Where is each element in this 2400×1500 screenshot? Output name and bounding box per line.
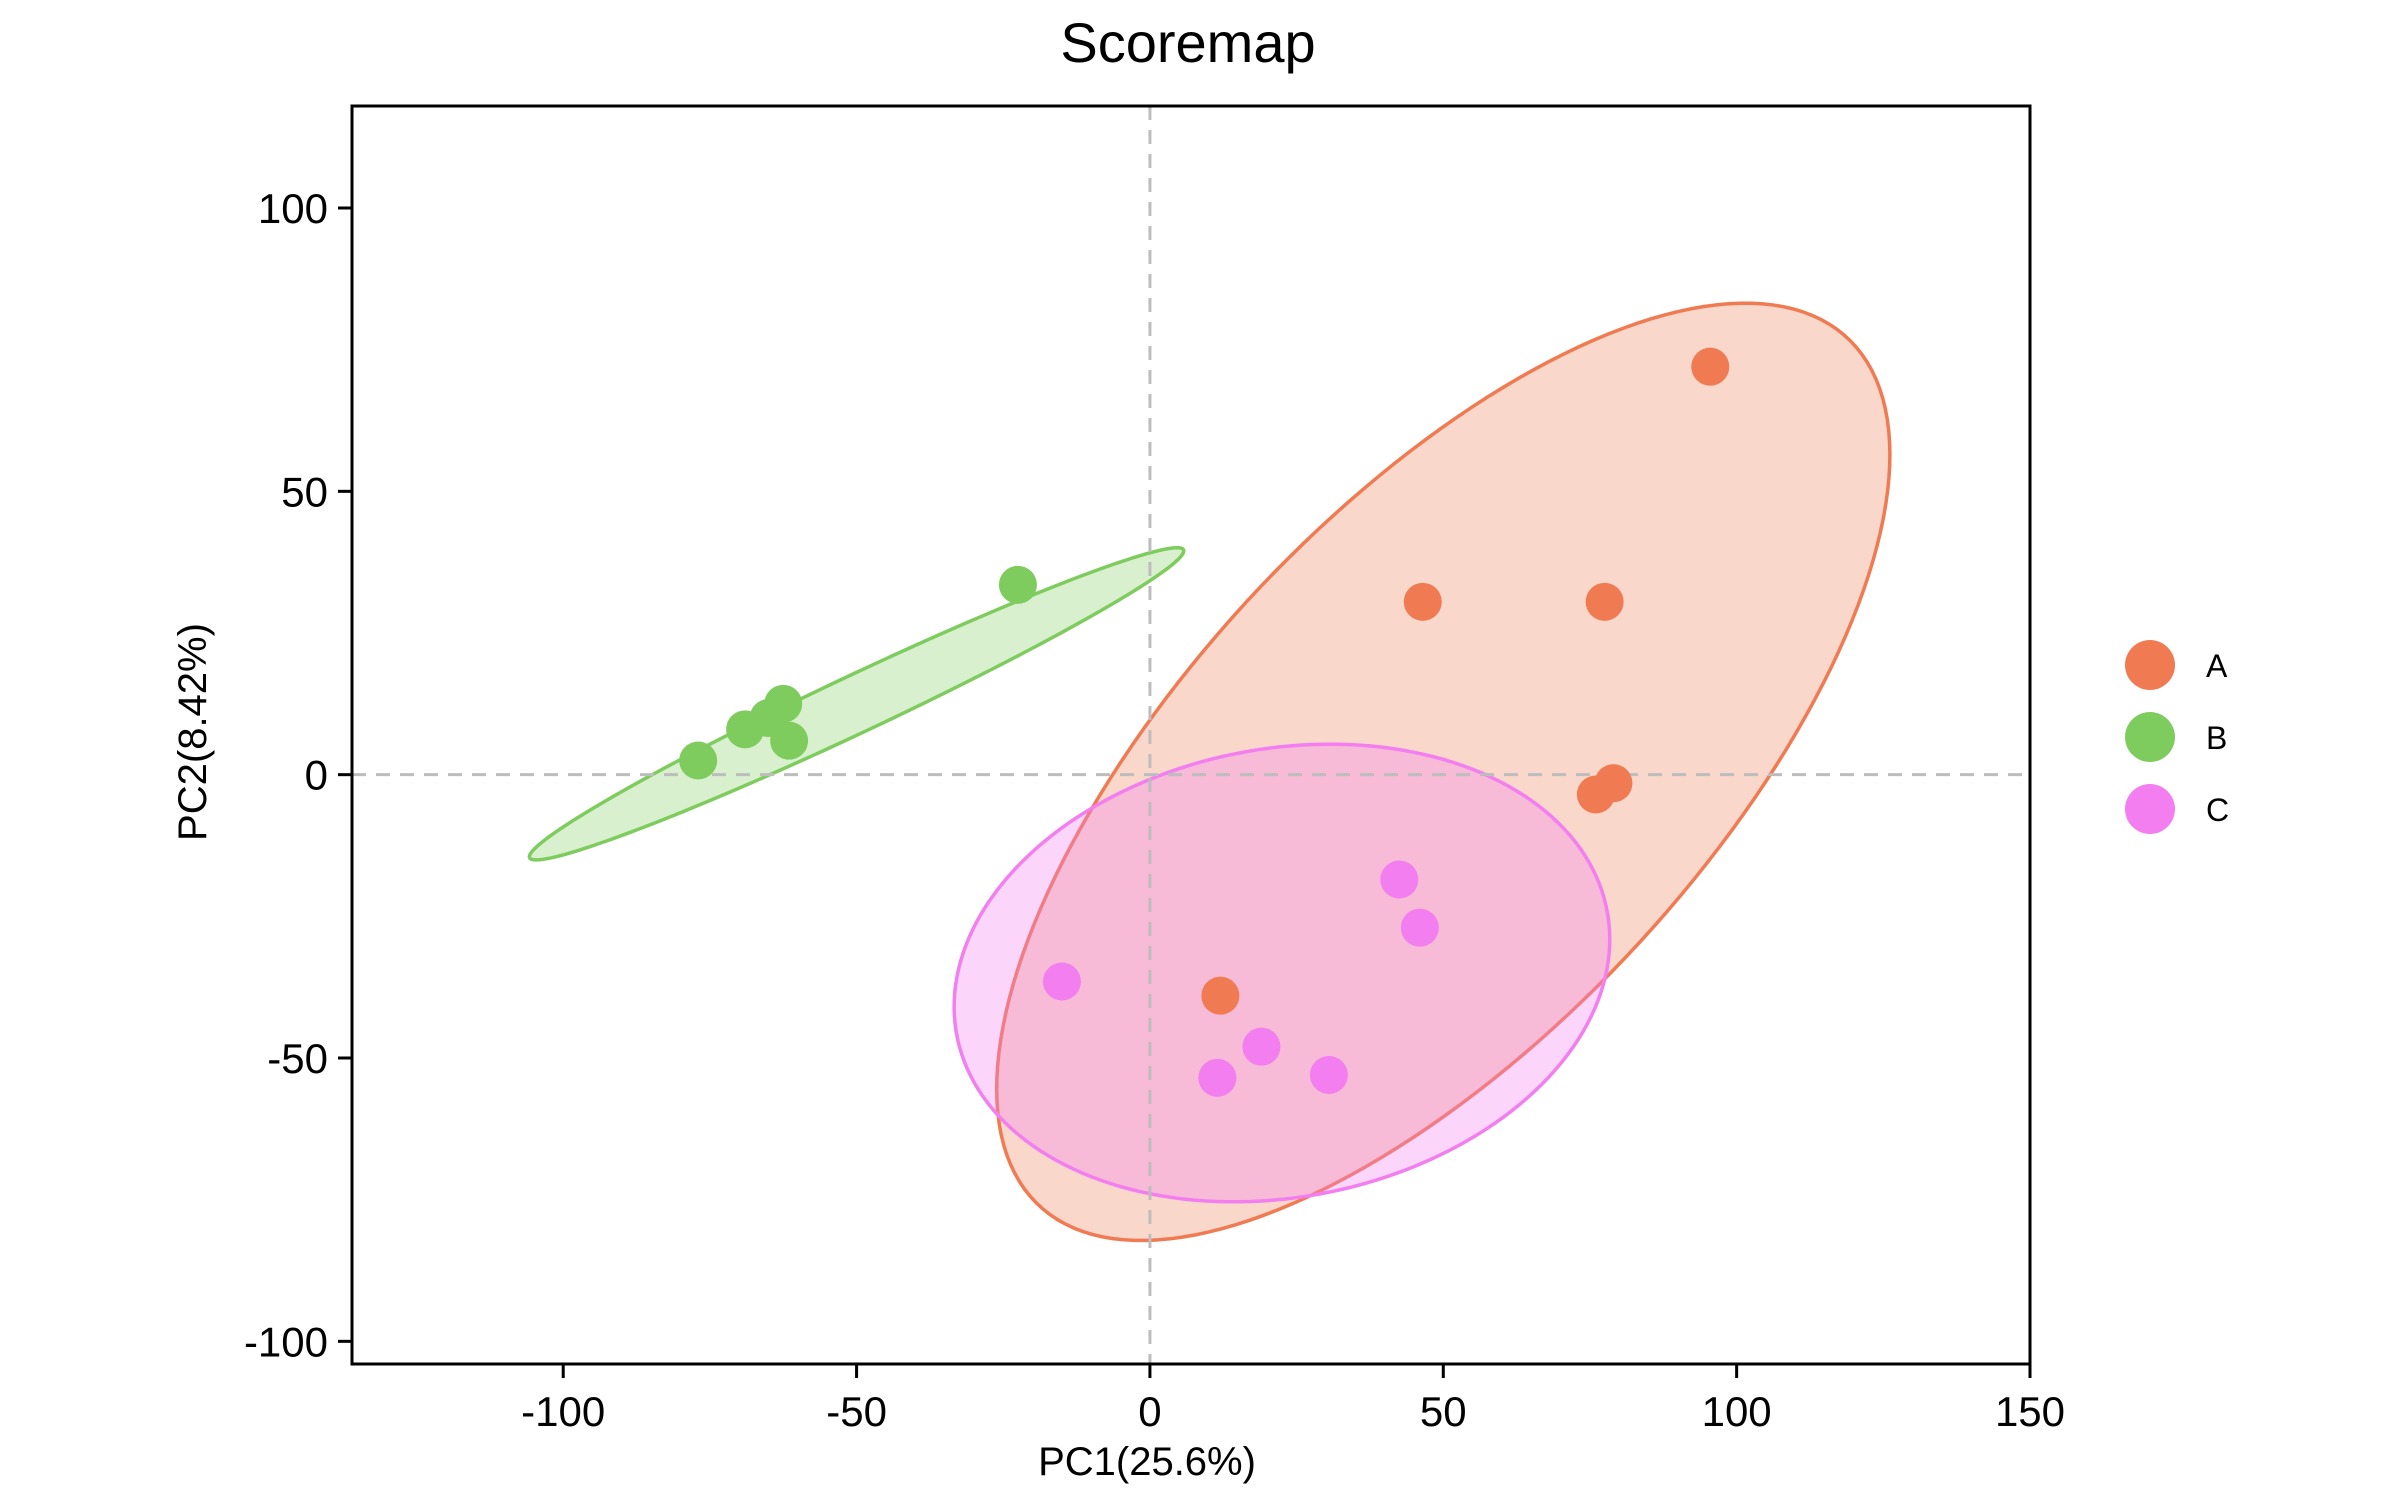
point-b-5	[770, 721, 809, 760]
point-c-1	[1042, 962, 1081, 1001]
point-b-4	[764, 684, 803, 723]
point-a-1	[1691, 347, 1730, 386]
x-tick-label-1: -50	[826, 1388, 887, 1435]
chart-title: Scoremap	[1060, 11, 1315, 74]
ellipse-layer	[527, 301, 1892, 1243]
y-tick-label-3: 50	[281, 468, 328, 515]
point-a-5	[1576, 775, 1615, 814]
point-a-2	[1403, 582, 1442, 621]
point-c-6	[1309, 1056, 1348, 1094]
x-tick-label-3: 50	[1420, 1388, 1467, 1435]
confidence-ellipse-b	[527, 545, 1186, 862]
point-a-3	[1585, 582, 1624, 621]
point-c-4	[1242, 1027, 1281, 1066]
x-tick-label-4: 100	[1702, 1388, 1772, 1435]
point-b-1	[679, 741, 718, 780]
reference-lines	[352, 106, 2030, 1364]
point-c-5	[1198, 1058, 1237, 1097]
legend-label-c: C	[2206, 792, 2229, 828]
y-tick-label-4: 100	[258, 185, 328, 232]
legend-label-a: A	[2206, 648, 2228, 684]
y-tick-label-2: 0	[305, 752, 328, 799]
plot-frame	[350, 104, 2032, 1366]
legend-key-a	[2125, 640, 2175, 690]
x-tick-label-0: -100	[521, 1388, 605, 1435]
confidence-ellipse-c	[952, 742, 1612, 1204]
y-axis-label: PC2(8.42%)	[171, 623, 215, 841]
y-tick-label-1: -50	[267, 1035, 328, 1082]
legend-key-b	[2125, 712, 2175, 762]
point-a-6	[1201, 976, 1240, 1015]
x-axis: -100 -50 0 50 100 150	[521, 1364, 2065, 1435]
legend-key-c	[2125, 784, 2175, 834]
point-c-3	[1400, 908, 1439, 947]
x-tick-label-5: 150	[1995, 1388, 2065, 1435]
legend: ABC	[2125, 640, 2229, 834]
point-c-2	[1380, 860, 1419, 899]
x-axis-label: PC1(25.6%)	[1038, 1440, 1256, 1484]
y-axis: -100 -50 0 50 100	[244, 185, 352, 1365]
legend-label-b: B	[2206, 720, 2227, 756]
y-tick-label-0: -100	[244, 1318, 328, 1365]
point-layer	[679, 347, 1730, 1097]
x-tick-label-2: 0	[1138, 1388, 1161, 1435]
point-b-6	[998, 565, 1037, 604]
